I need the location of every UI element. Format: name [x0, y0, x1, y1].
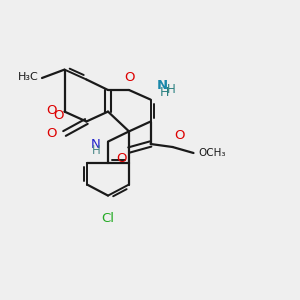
Text: O: O — [174, 129, 184, 142]
Text: O: O — [46, 103, 57, 117]
Text: OCH₃: OCH₃ — [198, 148, 226, 158]
Text: O: O — [116, 152, 127, 164]
Text: N: N — [156, 79, 168, 92]
Text: N: N — [91, 137, 100, 151]
Text: O: O — [46, 127, 57, 140]
Text: Cl: Cl — [101, 212, 115, 225]
Text: H: H — [92, 144, 100, 157]
Text: H: H — [167, 82, 176, 96]
Text: O: O — [53, 109, 64, 122]
Text: O: O — [124, 71, 135, 84]
Text: H: H — [159, 85, 169, 99]
Text: H₃C: H₃C — [18, 72, 39, 82]
